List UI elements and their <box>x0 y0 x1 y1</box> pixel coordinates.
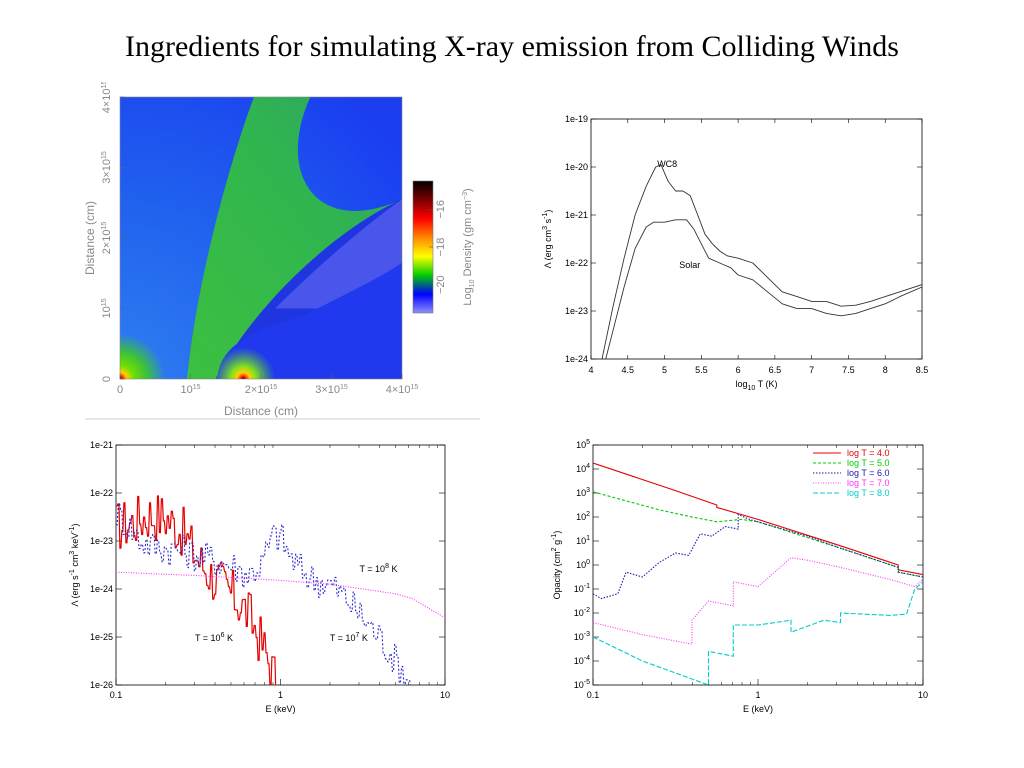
legend-entry: log T = 7.0 <box>847 478 889 488</box>
y-axis-label: Λ (erg cm3 s-1) <box>542 210 553 269</box>
y-tick-label: 10-4 <box>574 655 590 666</box>
opacity-line-2 <box>593 513 923 600</box>
wc8-cooling-line <box>601 164 923 360</box>
y-tick-label: 10-1 <box>574 583 590 594</box>
x-tick-label: 1015 <box>180 384 200 396</box>
plot-frame <box>592 444 924 686</box>
y-tick-label: 1e-24 <box>565 354 588 364</box>
opacity-line-1 <box>593 491 923 578</box>
x-tick-label: 1 <box>278 690 283 700</box>
temperature-label: T = 106 K <box>195 632 233 643</box>
density-map-panel: 0 1015 2×1015 3×1015 4×1015 0 1015 2×1015 3×1015… <box>82 82 480 420</box>
legend-entry: log T = 8.0 <box>847 488 889 498</box>
y-tick-label: 1e-25 <box>90 632 113 642</box>
opacity-panel: 0.1 1 10 105 104 103 102 101 100 10-1 10-2 10-3 10-4… <box>540 436 935 721</box>
x-tick-label: 10 <box>918 690 928 700</box>
y-axis-label: Λ (erg s-1 cm3 keV-1) <box>69 524 80 607</box>
x-tick-label: 7.5 <box>842 365 855 375</box>
t1e7-spectrum-line <box>116 502 412 685</box>
emission-spectrum-chart: 0.1 1 10 1e-21 1e-22 1e-23 1e-24 1e-25 1e-26 E (k… <box>69 440 450 714</box>
opacity-lines <box>593 462 923 685</box>
y-axis-label: Distance (cm) <box>83 201 97 275</box>
y-tick-label: 3×1015 <box>101 151 113 184</box>
x-tick-label: 4 <box>588 365 593 375</box>
y-tick-label: 1e-19 <box>565 114 588 124</box>
y-tick-label: 10-2 <box>574 607 590 618</box>
x-tick-label: 4.5 <box>622 365 635 375</box>
solar-cooling-line <box>605 219 923 360</box>
x-axis-label: log10 T (K) <box>736 379 778 392</box>
x-tick-label: 2×1015 <box>245 384 278 396</box>
density-map-chart: 0 1015 2×1015 3×1015 4×1015 0 1015 2×1015 3×1015… <box>82 82 480 420</box>
y-tick-label: 1e-26 <box>90 680 113 690</box>
x-tick-label: 7 <box>809 365 814 375</box>
x-tick-label: 5 <box>662 365 667 375</box>
y-tick-label: 1e-23 <box>90 536 113 546</box>
slide-title: Ingredients for simulating X-ray emissio… <box>125 30 899 63</box>
emission-spectrum-panel: 0.1 1 10 1e-21 1e-22 1e-23 1e-24 1e-25 1e-26 E (k… <box>62 436 457 721</box>
opacity-line-4 <box>593 581 923 685</box>
x-tick-label: 0.1 <box>587 690 600 700</box>
y-tick-label: 1e-21 <box>565 210 588 220</box>
x-tick-label: 8.5 <box>916 365 929 375</box>
solar-label: Solar <box>679 260 700 270</box>
colorbar-label: Log10 Density (gm cm−3) <box>462 188 476 305</box>
y-tick-label: 1e-23 <box>565 306 588 316</box>
temperature-label: T = 108 K <box>359 563 397 574</box>
legend-entry: log T = 5.0 <box>847 458 889 468</box>
x-tick-label: 3×1015 <box>315 384 348 396</box>
x-tick-label: 0.1 <box>110 690 123 700</box>
y-tick-label: 1015 <box>101 298 113 318</box>
y-tick-label: 1e-21 <box>90 440 113 450</box>
y-tick-label: 104 <box>576 463 590 474</box>
legend-entry: log T = 4.0 <box>847 448 889 458</box>
x-tick-label: 0 <box>117 384 123 396</box>
x-tick-label: 1 <box>755 690 760 700</box>
x-axis-label: Distance (cm) <box>224 404 298 418</box>
x-tick-label: 6 <box>736 365 741 375</box>
plot-frame <box>590 118 923 360</box>
x-tick-label: 5.5 <box>695 365 708 375</box>
y-tick-label: 0 <box>101 376 113 382</box>
y-tick-label: 101 <box>576 535 590 546</box>
x-tick-label: 10 <box>440 690 450 700</box>
temperature-label: T = 107 K <box>330 632 368 643</box>
colorbar-tick-label: −18 <box>435 238 447 257</box>
t1e8-spectrum-line <box>116 571 445 619</box>
colorbar-tick-label: −20 <box>435 275 447 294</box>
y-tick-label: 102 <box>576 511 590 522</box>
plot-frame <box>115 444 446 686</box>
y-tick-label: 10-3 <box>574 631 590 642</box>
opacity-line-3 <box>593 557 923 645</box>
y-tick-label: 100 <box>576 559 590 570</box>
y-tick-label: 103 <box>576 487 590 498</box>
x-axis-label: E (keV) <box>265 704 295 714</box>
y-tick-label: 10-5 <box>574 679 590 690</box>
x-tick-label: 6.5 <box>769 365 782 375</box>
x-axis-label: E (keV) <box>743 704 773 714</box>
y-axis-label: Opacity (cm2 g-1) <box>551 531 562 600</box>
y-tick-label: 2×1015 <box>101 222 113 255</box>
y-tick-label: 4×1015 <box>101 82 113 113</box>
y-tick-label: 1e-20 <box>565 162 588 172</box>
colorbar-tick-label: −16 <box>435 200 447 219</box>
cooling-curve-panel: 4 4.5 5 5.5 6 6.5 7 7.5 8 8.5 1e-19 1e-20 1e-21 1e-22… <box>533 108 933 400</box>
y-tick-label: 1e-22 <box>565 258 588 268</box>
y-tick-label: 105 <box>576 439 590 450</box>
x-tick-label: 8 <box>883 365 888 375</box>
cooling-curve-chart: 4 4.5 5 5.5 6 6.5 7 7.5 8 8.5 1e-19 1e-20 1e-21 1e-22… <box>542 114 929 392</box>
density-field <box>120 97 402 379</box>
legend-entry: log T = 6.0 <box>847 468 889 478</box>
wc8-label: WC8 <box>657 159 677 169</box>
opacity-chart: 0.1 1 10 105 104 103 102 101 100 10-1 10-2 10-3 10-4… <box>551 439 928 714</box>
y-tick-label: 1e-22 <box>90 488 113 498</box>
secondary-star-halo <box>120 97 402 379</box>
y-tick-label: 1e-24 <box>90 584 113 594</box>
spectrum-lines <box>116 495 445 685</box>
x-tick-label: 4×1015 <box>386 384 419 396</box>
